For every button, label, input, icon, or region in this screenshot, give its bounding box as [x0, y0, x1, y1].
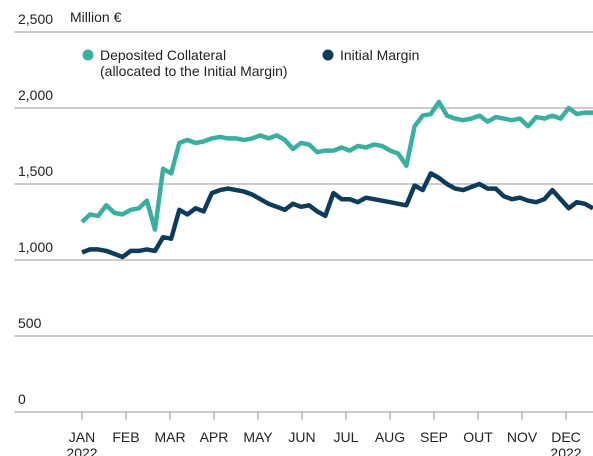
series-line: [80, 99, 593, 232]
x-tick-label: FEB: [112, 429, 139, 445]
x-tick-label: JAN 2022: [66, 429, 97, 456]
legend-swatch: [82, 49, 94, 61]
series-line: [81, 171, 593, 260]
x-tick-label: SEP: [420, 429, 448, 445]
x-tick-label: NOV: [507, 429, 538, 445]
legend-label: Deposited Collateral (allocated to the In…: [100, 47, 288, 79]
y-tick-label: 0: [18, 391, 26, 407]
x-tick-label: MAR: [154, 429, 185, 445]
legend-label: Initial Margin: [340, 47, 419, 63]
x-tick-label: OUT: [463, 429, 493, 445]
y-tick-label: 500: [18, 315, 42, 331]
legend-swatch: [322, 49, 334, 61]
x-tick-label: MAY: [243, 429, 273, 445]
y-tick-label: 1,000: [18, 239, 53, 255]
x-tick-label: JUN: [288, 429, 315, 445]
x-tick-label: APR: [200, 429, 229, 445]
y-tick-label: 1,500: [18, 163, 53, 179]
y-tick-label: 2,500: [18, 11, 53, 27]
x-tick-label: AUG: [375, 429, 405, 445]
y-axis-label: Million €: [70, 9, 122, 25]
y-tick-label: 2,000: [18, 87, 53, 103]
x-tick-label: DEC 2022: [550, 429, 581, 456]
x-tick-label: JUL: [334, 429, 359, 445]
